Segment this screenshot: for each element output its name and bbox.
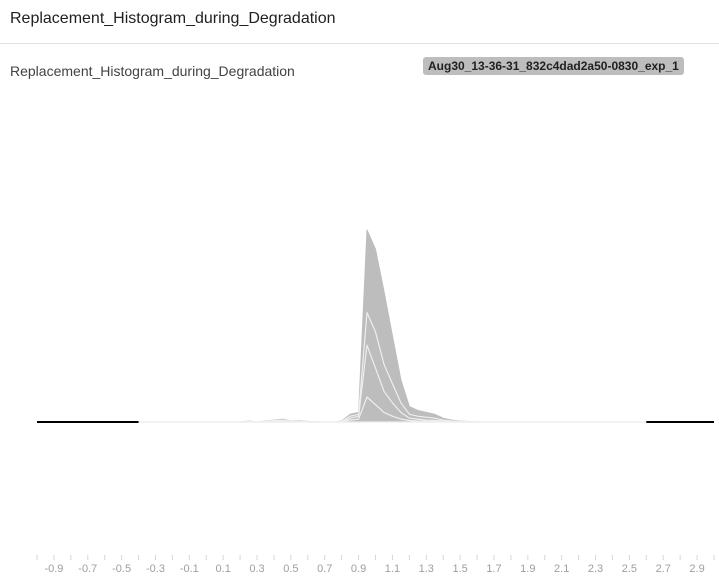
page-title: Replacement_Histogram_during_Degradation <box>10 10 336 27</box>
x-tick-label: 0.9 <box>351 563 366 575</box>
x-tick-label: 0.1 <box>216 563 231 575</box>
run-name-badge[interactable]: Aug30_13-36-31_832c4dad2a50-0830_exp_1 <box>423 57 684 75</box>
x-tick-label: 2.7 <box>656 563 671 575</box>
x-tick-label: 0.3 <box>249 563 264 575</box>
x-tick-label: 0.7 <box>317 563 332 575</box>
histogram-chart: -0.9 -0.7 -0.5 -0.3 -0.1 0.1 0.3 0.5 0.7 0.9 1.1 1.… <box>36 229 715 575</box>
x-tick-label: 1.5 <box>452 563 467 575</box>
histogram-series-4 <box>137 396 647 423</box>
x-tick-label: 1.9 <box>520 563 535 575</box>
chart-card-title: Replacement_Histogram_during_Degradation <box>10 63 295 79</box>
x-tick-label: 2.1 <box>554 563 569 575</box>
x-axis: -0.9 -0.7 -0.5 -0.3 -0.1 0.1 0.3 0.5 0.7 0.9 1.1 1.… <box>36 555 715 575</box>
x-tick-label: 1.7 <box>486 563 501 575</box>
x-tick-label: 2.5 <box>622 563 637 575</box>
x-tick-label: 2.3 <box>588 563 603 575</box>
x-tick-label: 0.5 <box>283 563 298 575</box>
x-tick-label: -0.3 <box>146 563 165 575</box>
x-tick-label: -0.9 <box>44 563 63 575</box>
x-tick-label: 1.3 <box>419 563 434 575</box>
x-tick-label: 2.9 <box>689 563 704 575</box>
x-tick-label: -0.5 <box>112 563 131 575</box>
histogram-areas <box>137 229 647 423</box>
page-header: Replacement_Histogram_during_Degradation <box>0 0 719 44</box>
x-tick-label: -0.7 <box>78 563 97 575</box>
x-tick-label: 1.1 <box>385 563 400 575</box>
x-tick-label: -0.1 <box>180 563 199 575</box>
